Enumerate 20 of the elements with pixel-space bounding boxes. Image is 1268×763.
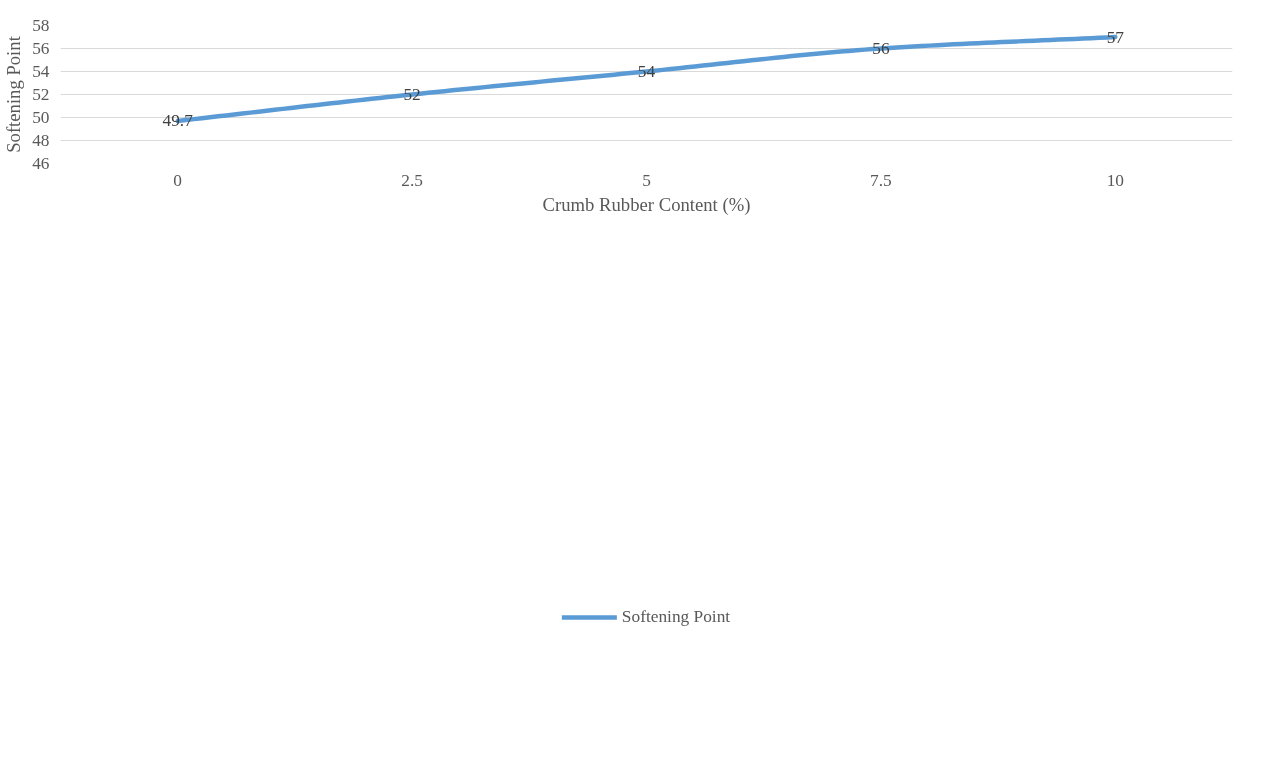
data-label: 56 bbox=[872, 39, 890, 58]
y-tick-label: 52 bbox=[32, 85, 50, 104]
y-tick-label: 54 bbox=[32, 62, 50, 81]
data-label: 54 bbox=[637, 62, 656, 81]
y-tick-label: 46 bbox=[32, 154, 50, 173]
x-tick-label: 0 bbox=[173, 170, 183, 190]
y-tick-label: 56 bbox=[32, 39, 50, 58]
data-label: 52 bbox=[403, 85, 421, 104]
y-tick-label: 58 bbox=[32, 16, 50, 35]
x-tick-label: 10 bbox=[1106, 170, 1124, 190]
x-axis-title: Crumb Rubber Content (%) bbox=[542, 193, 751, 216]
y-axis-title: Softening Point bbox=[3, 35, 25, 153]
y-tick-label: 48 bbox=[32, 131, 50, 150]
x-tick-label: 5 bbox=[642, 170, 651, 190]
data-label: 57 bbox=[1106, 27, 1125, 47]
y-tick-label: 50 bbox=[32, 108, 50, 127]
x-tick-label: 7.5 bbox=[870, 170, 892, 190]
data-label: 49.7 bbox=[162, 111, 194, 131]
x-tick-label: 2.5 bbox=[401, 170, 423, 190]
legend-label: Softening Point bbox=[621, 607, 731, 627]
